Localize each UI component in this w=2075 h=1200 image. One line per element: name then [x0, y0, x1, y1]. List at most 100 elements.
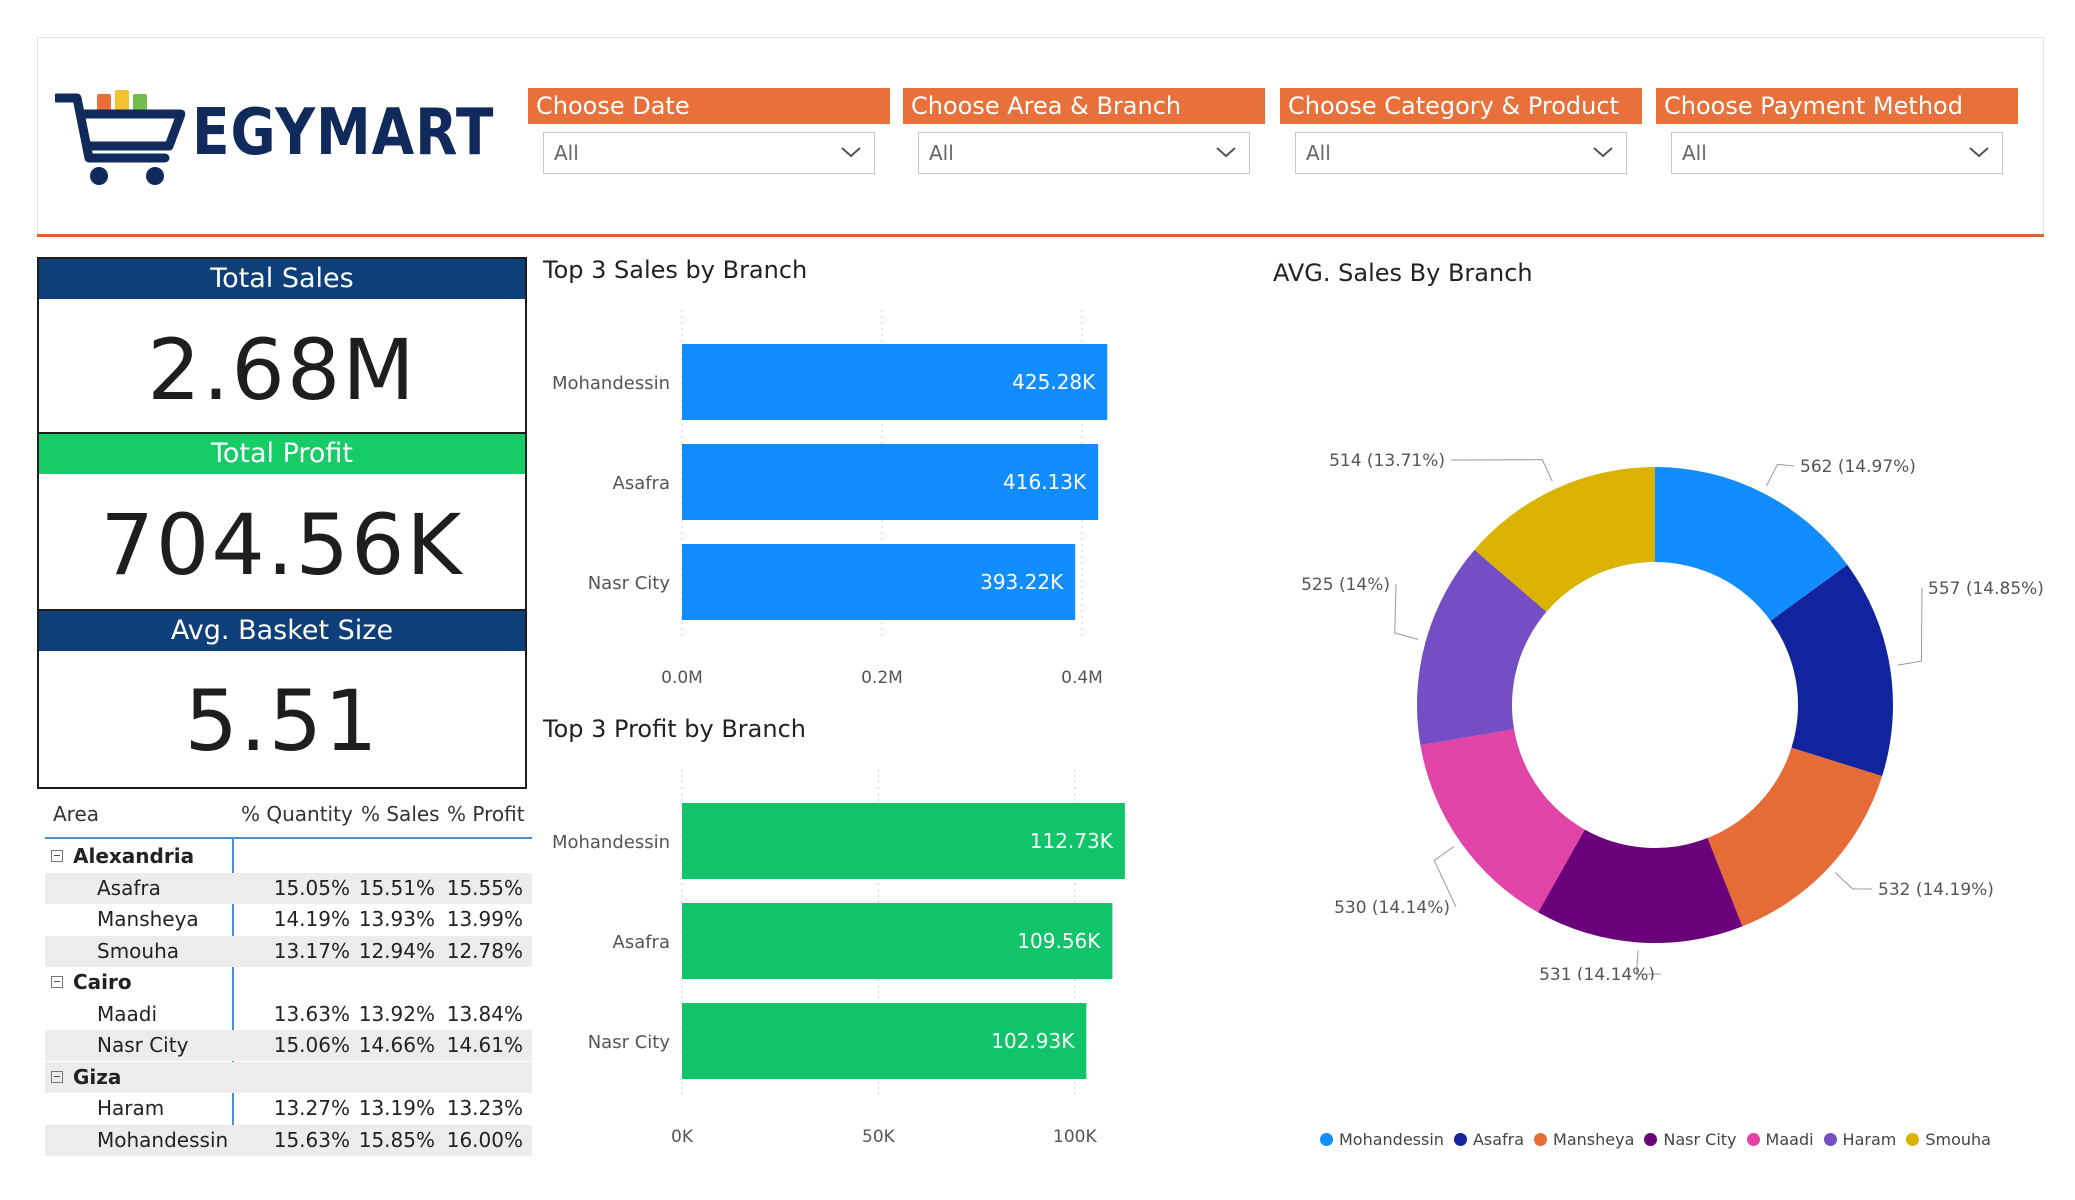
cell-profit: 16.00%: [446, 1127, 523, 1152]
kpi-avg-basket-value: 5.51: [184, 672, 380, 770]
cell-quantity: 14.19%: [273, 907, 350, 931]
collapse-icon[interactable]: [51, 1070, 63, 1083]
table-group-row[interactable]: Giza: [45, 1061, 532, 1093]
filter-date-dropdown[interactable]: All: [543, 132, 875, 174]
collapse-icon[interactable]: [51, 850, 63, 862]
filter-payment-method[interactable]: Choose Payment Method All: [1656, 88, 2018, 174]
chevron-down-icon: [1216, 147, 1236, 158]
category-label: Nasr City: [588, 573, 671, 594]
column-header-area[interactable]: Area: [53, 802, 100, 826]
bar[interactable]: [682, 344, 1108, 420]
leader-line: [1635, 950, 1662, 975]
table-row: Mansheya 14.19% 13.93% 13.99%: [45, 904, 532, 935]
leader-line: [1433, 846, 1457, 908]
x-tick-label: 0K: [671, 1127, 694, 1147]
legend-item[interactable]: Mansheya: [1534, 1130, 1634, 1149]
x-tick-label: 100K: [1053, 1127, 1097, 1147]
brand-name: EGYMART: [192, 96, 495, 170]
header-underline: [45, 837, 532, 839]
donut-slice[interactable]: [1707, 747, 1883, 927]
kpi-total-sales-value: 2.68M: [147, 321, 417, 419]
table-row: Smouha 13.17% 12.94% 12.78%: [45, 935, 532, 967]
slice-data-label: 525 (14%): [1301, 575, 1390, 595]
filter-date-label: Choose Date: [528, 88, 890, 124]
cell-quantity: 15.05%: [273, 875, 350, 900]
collapse-icon-minus: [54, 855, 60, 856]
cell-profit: 15.55%: [446, 875, 523, 900]
filter-category-product-value: All: [1306, 141, 1331, 165]
legend-label: Asafra: [1472, 1130, 1525, 1149]
filter-category-product[interactable]: Choose Category & Product All: [1280, 88, 1642, 174]
filter-area-branch[interactable]: Choose Area & Branch All: [903, 88, 1265, 174]
filter-category-product-dropdown[interactable]: All: [1295, 132, 1627, 174]
column-header-sales[interactable]: % Sales: [361, 802, 440, 826]
bar[interactable]: [682, 544, 1076, 620]
cell-quantity: 15.06%: [273, 1033, 350, 1057]
legend-item[interactable]: Mohandessin: [1320, 1130, 1444, 1149]
donut-chart-title: AVG. Sales By Branch: [1273, 259, 1533, 287]
group-name: Giza: [73, 1064, 122, 1089]
cell-sales: 13.92%: [358, 1001, 435, 1026]
bar[interactable]: [682, 903, 1113, 979]
legend-label: Mohandessin: [1339, 1130, 1444, 1149]
profit-chart-title: Top 3 Profit by Branch: [543, 715, 806, 743]
filter-area-branch-value: All: [929, 141, 954, 165]
collapse-icon[interactable]: [51, 976, 63, 988]
table-group-row[interactable]: Alexandria: [45, 841, 532, 872]
filter-area-branch-dropdown[interactable]: All: [918, 132, 1250, 174]
cell-sales: 14.66%: [358, 1033, 435, 1057]
leader-line: [1450, 459, 1553, 482]
legend-item[interactable]: Maadi: [1746, 1130, 1814, 1149]
cell-sales: 15.85%: [358, 1127, 435, 1152]
filter-area-branch-label: Choose Area & Branch: [903, 88, 1265, 124]
legend-label: Nasr City: [1663, 1130, 1737, 1149]
row-header-divider: [232, 839, 234, 1149]
donut-slice[interactable]: [1655, 467, 1848, 621]
filter-payment-method-label: Choose Payment Method: [1656, 88, 2018, 124]
bar[interactable]: [682, 1003, 1087, 1079]
table-group-row[interactable]: Cairo: [45, 967, 532, 998]
legend-item[interactable]: Haram: [1823, 1130, 1896, 1149]
donut-slice[interactable]: [1417, 549, 1547, 746]
table-row: Nasr City 15.06% 14.66% 14.61%: [45, 1030, 532, 1061]
x-tick-label: 0.4M: [1061, 668, 1103, 688]
legend-item[interactable]: Nasr City: [1644, 1130, 1737, 1149]
header-panel: [37, 37, 2044, 236]
donut-slice[interactable]: [1538, 829, 1743, 944]
column-header-profit[interactable]: % Profit: [447, 802, 525, 826]
bar[interactable]: [682, 803, 1125, 879]
filter-date[interactable]: Choose Date All: [528, 88, 890, 174]
slice-data-label: 530 (14.14%): [1334, 898, 1450, 918]
bar-data-label: 109.56K: [1017, 929, 1101, 953]
row-area-name: Mohandessin: [97, 1127, 229, 1152]
category-label: Asafra: [613, 473, 671, 494]
bar-data-label: 393.22K: [980, 570, 1064, 594]
slice-data-label: 514 (13.71%): [1329, 451, 1445, 471]
table-row: Asafra 15.05% 15.51% 15.55%: [45, 872, 532, 904]
slice-data-label: 557 (14.85%): [1928, 579, 2044, 599]
table-row: Haram 13.27% 13.19% 13.23%: [45, 1093, 532, 1124]
filter-payment-method-dropdown[interactable]: All: [1671, 132, 2003, 174]
collapse-icon-minus: [54, 1075, 60, 1077]
avg-sales-donut-chart: 562 (14.97%) 557 (14.85%) 532 (14.19%) 531 …: [1301, 451, 2044, 980]
sales-bar-chart: 0.0M 0.2M 0.4M 425.28K Mohandessin 416.13K Asa…: [552, 310, 1108, 688]
header-divider: [37, 234, 2044, 237]
cell-profit: 13.84%: [446, 1001, 523, 1026]
cell-profit: 12.78%: [446, 938, 523, 963]
donut-slice[interactable]: [1770, 564, 1893, 777]
leader-line: [1766, 463, 1795, 486]
category-label: Mohandessin: [552, 832, 670, 853]
kpi-total-profit-label: Total Profit: [39, 434, 525, 474]
legend-item[interactable]: Asafra: [1453, 1130, 1525, 1149]
column-header-quantity[interactable]: % Quantity: [241, 802, 353, 826]
collapse-icon-minus: [54, 981, 60, 982]
x-tick-label: 0.0M: [661, 668, 703, 688]
donut-slice[interactable]: [1420, 729, 1585, 913]
cell-sales: 15.51%: [358, 875, 435, 900]
kpi-panel: Total Sales 2.68M Total Profit 704.56K A…: [37, 257, 527, 789]
bar[interactable]: [682, 444, 1099, 520]
donut-slice[interactable]: [1474, 467, 1655, 612]
legend-label: Maadi: [1765, 1130, 1814, 1149]
row-area-name: Asafra: [97, 875, 161, 900]
legend-item[interactable]: Smouha: [1906, 1130, 1991, 1149]
